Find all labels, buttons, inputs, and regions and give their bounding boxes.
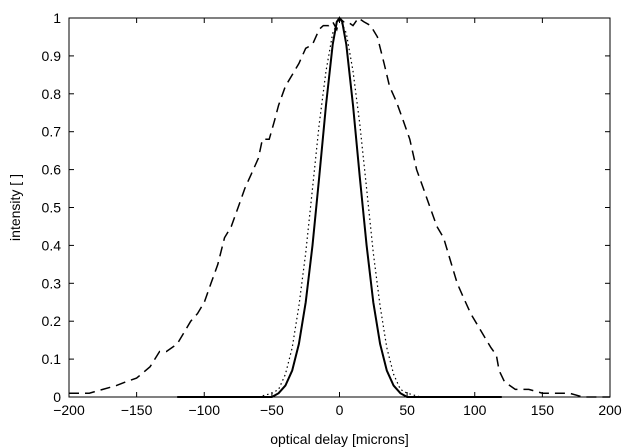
x-tick-label: −50 [260, 402, 284, 418]
y-tick-label: 1 [53, 10, 61, 26]
y-tick-label: 0.5 [42, 200, 62, 216]
x-tick-label: 0 [336, 402, 344, 418]
plot-area [68, 17, 611, 398]
y-tick-label: 0.9 [42, 48, 62, 64]
x-tick-label: −150 [121, 402, 153, 418]
y-tick-label: 0.1 [42, 351, 62, 367]
series-line-dotted [258, 16, 421, 398]
x-tick-label: −200 [53, 402, 85, 418]
y-tick-label: 0.2 [42, 313, 62, 329]
x-tick-label: 150 [531, 402, 555, 418]
y-axis-label: intensity [ ] [7, 174, 23, 241]
y-tick-label: 0.7 [42, 124, 62, 140]
x-tick-label: 100 [463, 402, 487, 418]
y-tick-label: 0 [53, 389, 61, 405]
x-tick-label: −100 [188, 402, 220, 418]
x-tick-label: 200 [598, 402, 622, 418]
x-tick-label: 50 [399, 402, 415, 418]
y-tick-label: 0.4 [42, 237, 62, 253]
y-tick-label: 0.6 [42, 162, 62, 178]
series-line-solid [177, 16, 502, 398]
tick-labels: −200 −150 −100 −50 0 50 100 150 200 0 0.1 0.2 0.3 0.4… [42, 10, 622, 418]
series-line-dashed [69, 16, 610, 398]
axis-ticks [68, 17, 611, 398]
x-axis-label: optical delay [microns] [270, 431, 409, 447]
y-tick-label: 0.8 [42, 86, 62, 102]
y-tick-label: 0.3 [42, 275, 62, 291]
series-group [69, 16, 610, 398]
